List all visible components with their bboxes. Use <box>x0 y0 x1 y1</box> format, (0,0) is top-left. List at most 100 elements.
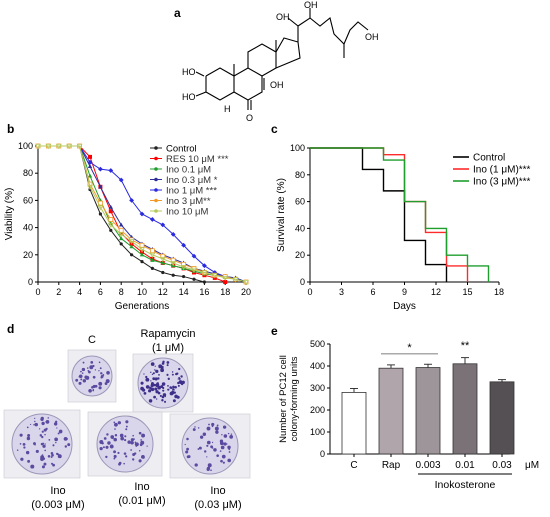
colony-dot <box>105 455 108 459</box>
colony-dot <box>150 371 152 374</box>
legend-marker <box>154 146 158 150</box>
data-point <box>107 222 114 228</box>
colony-dot <box>87 369 90 372</box>
colony-dot <box>229 435 234 439</box>
colony-dot <box>130 441 134 445</box>
colony-dot <box>111 437 114 440</box>
colony-dot <box>223 434 228 438</box>
legend-marker <box>154 167 158 171</box>
data-point <box>119 222 124 227</box>
data-point <box>108 217 114 222</box>
data-point <box>170 260 177 267</box>
colony-dot <box>206 426 211 431</box>
colony-dot <box>98 370 100 372</box>
colony-dot <box>103 437 107 440</box>
colony-dot <box>178 367 181 371</box>
colony-dot <box>94 369 97 371</box>
chart-e-colonies: 0 100 200 300 400 500 Number of PC12 cell colon… <box>278 339 539 491</box>
colony-dot <box>42 442 45 445</box>
y-axis-title: Survival rate (%) <box>276 178 287 252</box>
dish-caption-rapamycin: Rapamycin (1 μM) <box>140 328 196 354</box>
data-point <box>130 253 134 257</box>
chart-c-survival: 0 3 6 9 12 15 18 0 20 40 60 80 100 Days Survival rate … <box>276 143 531 312</box>
colony-dot <box>82 379 87 383</box>
colony-dot <box>23 446 26 449</box>
colony-dot <box>90 361 94 364</box>
legend-label: Ino 1 μM *** <box>166 186 217 197</box>
colony-dot <box>204 450 207 453</box>
colony-dot <box>47 455 51 458</box>
y-tick-label: 40 <box>23 223 33 233</box>
colony-dot <box>22 442 26 446</box>
colony-dot <box>185 450 189 454</box>
colony-dot <box>148 389 152 393</box>
colony-dot <box>125 425 128 428</box>
colony-dot <box>44 443 46 445</box>
legend-label: Control <box>166 144 197 155</box>
colony-dot <box>186 455 190 459</box>
data-point <box>87 164 93 168</box>
colony-dot <box>170 387 173 389</box>
colony-dot <box>50 456 53 458</box>
data-point <box>159 256 166 262</box>
colony-dot <box>166 373 169 376</box>
colony-dot <box>132 434 134 437</box>
colony-dot <box>207 463 212 468</box>
colony-dot <box>30 464 35 469</box>
y-tick-label: 100 <box>310 427 325 437</box>
data-point <box>150 266 154 270</box>
colony-dot <box>141 388 146 392</box>
y-tick-label: 0 <box>300 277 305 287</box>
colony-dot <box>157 377 160 380</box>
colony-dot <box>151 373 154 376</box>
colony-dot <box>44 433 46 436</box>
x-tick-label: 14 <box>179 287 189 297</box>
data-point <box>170 232 176 237</box>
x-tick-label: 6 <box>370 287 375 297</box>
colony-dot <box>132 453 136 457</box>
panel-label-b: b <box>7 122 15 136</box>
data-point <box>222 275 229 282</box>
colony-dot <box>78 374 83 379</box>
group-label: Inokosterone <box>435 479 496 491</box>
data-point <box>181 266 186 270</box>
x-tick-label: 20 <box>241 287 251 297</box>
y-tick-label: 500 <box>310 339 325 349</box>
legend-label: Ino 0.1 μM <box>166 165 211 176</box>
colony-dot <box>114 434 118 437</box>
colony-dot <box>222 461 225 464</box>
x-tick-label: 9 <box>402 287 407 297</box>
colony-dot <box>160 365 164 369</box>
y-axis-title: Number of PC12 cell <box>278 355 289 443</box>
x-tick-label: 8 <box>119 287 124 297</box>
legend-marker <box>154 156 158 161</box>
bar <box>378 367 404 455</box>
data-point <box>118 232 125 238</box>
colony-dot <box>16 449 19 451</box>
colony-dot <box>125 455 128 458</box>
x-tick-label: 0.003 <box>415 460 440 471</box>
colony-dot <box>161 395 165 399</box>
data-point <box>202 263 207 269</box>
colony-dot <box>39 434 43 437</box>
colony-dishes: C Rapamycin (1 μM) Ino (0.003 μM) Ino (0… <box>0 320 268 517</box>
x-tick-label: 6 <box>98 287 103 297</box>
data-point <box>139 211 145 217</box>
colony-dot <box>160 368 165 373</box>
colony-dot <box>150 380 152 382</box>
colony-dot <box>162 393 167 397</box>
colony-dot <box>199 435 204 439</box>
colony-dot <box>43 428 47 432</box>
colony-dot <box>211 447 214 449</box>
colony-dot <box>139 443 143 447</box>
colony-dot <box>162 386 165 390</box>
colony-dot <box>41 454 44 456</box>
x-tick-label: 2 <box>56 287 61 297</box>
colony-dot <box>105 379 110 384</box>
colony-dot <box>143 373 145 375</box>
colony-dot <box>41 421 45 426</box>
colony-dot <box>84 375 88 379</box>
colony-dot <box>164 395 166 398</box>
legend-marker <box>154 209 158 213</box>
y-tick-label: 60 <box>295 197 305 207</box>
